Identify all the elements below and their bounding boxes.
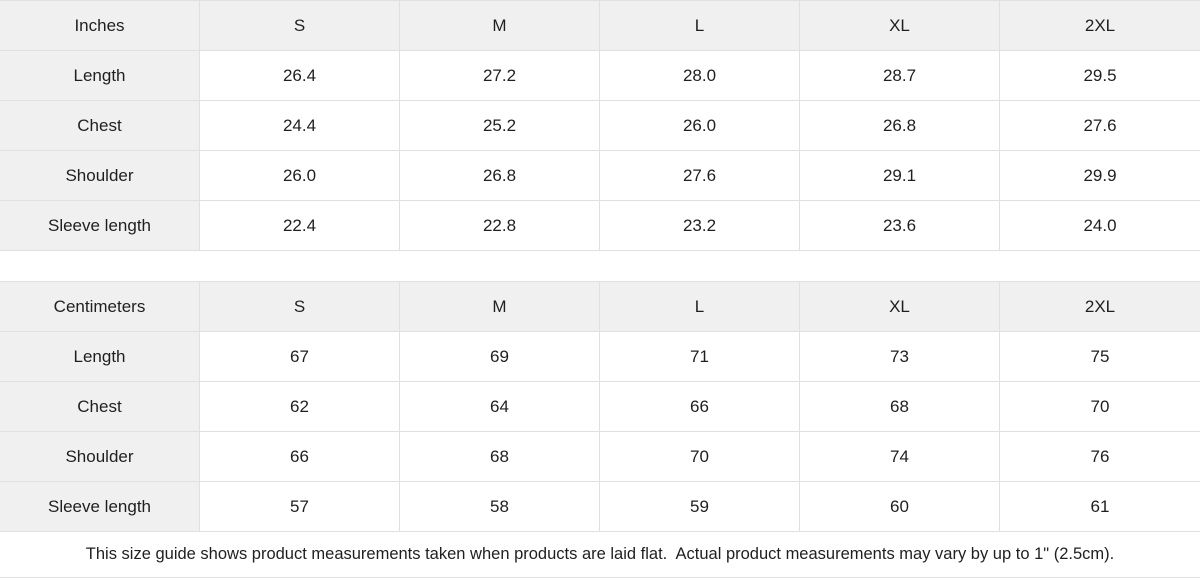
measurement-value: 22.8 (400, 201, 600, 251)
size-col-header: XL (800, 1, 1000, 51)
measurement-value: 58 (400, 482, 600, 532)
size-col-header: M (400, 282, 600, 332)
row-label: Shoulder (0, 432, 200, 482)
measurement-value: 69 (400, 332, 600, 382)
measurement-value: 23.2 (600, 201, 800, 251)
table-spacer (0, 251, 1200, 281)
size-table-centimeters: Centimeters S M L XL 2XL Length 67 69 71 73 75 Chest… (0, 281, 1200, 532)
measurement-value: 23.6 (800, 201, 1000, 251)
row-label: Shoulder (0, 151, 200, 201)
row-label: Chest (0, 101, 200, 151)
size-col-header: 2XL (1000, 282, 1200, 332)
measurement-value: 74 (800, 432, 1000, 482)
measurement-value: 27.6 (1000, 101, 1200, 151)
measurement-value: 29.1 (800, 151, 1000, 201)
measurement-value: 24.0 (1000, 201, 1200, 251)
size-table-inches: Inches S M L XL 2XL Length 26.4 27.2 28.0 28.7 29.5… (0, 0, 1200, 251)
measurement-value: 22.4 (200, 201, 400, 251)
measurement-value: 26.4 (200, 51, 400, 101)
row-label: Length (0, 51, 200, 101)
size-col-header: S (200, 1, 400, 51)
measurement-value: 67 (200, 332, 400, 382)
measurement-value: 75 (1000, 332, 1200, 382)
row-label: Sleeve length (0, 482, 200, 532)
measurement-value: 68 (400, 432, 600, 482)
measurement-value: 61 (1000, 482, 1200, 532)
row-label: Chest (0, 382, 200, 432)
measurement-value: 24.4 (200, 101, 400, 151)
measurement-value: 29.5 (1000, 51, 1200, 101)
measurement-value: 62 (200, 382, 400, 432)
footnote: This size guide shows product measuremen… (0, 532, 1200, 578)
size-col-header: L (600, 282, 800, 332)
measurement-value: 26.8 (800, 101, 1000, 151)
measurement-value: 26.0 (200, 151, 400, 201)
measurement-value: 70 (1000, 382, 1200, 432)
unit-label: Inches (0, 1, 200, 51)
size-col-header: 2XL (1000, 1, 1200, 51)
row-label: Sleeve length (0, 201, 200, 251)
measurement-value: 27.6 (600, 151, 800, 201)
measurement-value: 29.9 (1000, 151, 1200, 201)
measurement-value: 26.8 (400, 151, 600, 201)
size-col-header: L (600, 1, 800, 51)
measurement-value: 64 (400, 382, 600, 432)
measurement-value: 28.7 (800, 51, 1000, 101)
measurement-value: 59 (600, 482, 800, 532)
measurement-value: 76 (1000, 432, 1200, 482)
unit-label: Centimeters (0, 282, 200, 332)
measurement-value: 28.0 (600, 51, 800, 101)
measurement-value: 70 (600, 432, 800, 482)
size-col-header: M (400, 1, 600, 51)
measurement-value: 57 (200, 482, 400, 532)
measurement-value: 71 (600, 332, 800, 382)
measurement-value: 26.0 (600, 101, 800, 151)
measurement-value: 68 (800, 382, 1000, 432)
measurement-value: 73 (800, 332, 1000, 382)
measurement-value: 25.2 (400, 101, 600, 151)
size-col-header: XL (800, 282, 1000, 332)
measurement-value: 66 (200, 432, 400, 482)
measurement-value: 66 (600, 382, 800, 432)
measurement-value: 60 (800, 482, 1000, 532)
measurement-value: 27.2 (400, 51, 600, 101)
size-col-header: S (200, 282, 400, 332)
row-label: Length (0, 332, 200, 382)
